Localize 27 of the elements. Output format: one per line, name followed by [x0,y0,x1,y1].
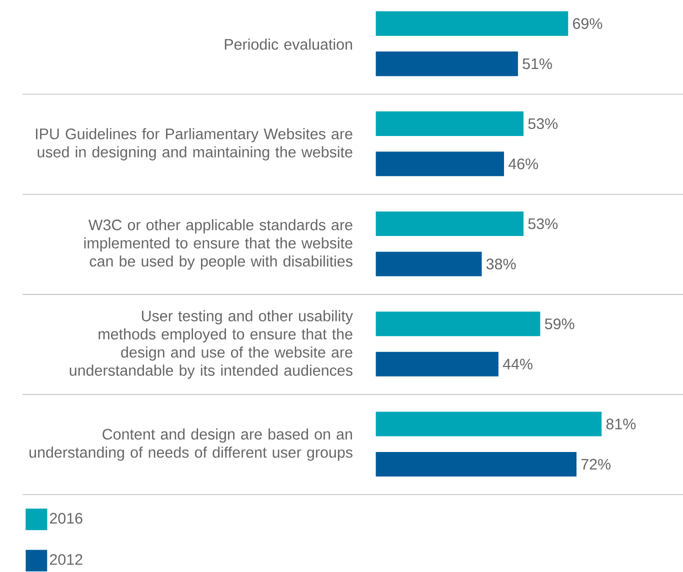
data-label: 53% [528,218,558,230]
legend-label: 2012 [50,554,82,565]
bar [376,412,602,436]
y-tick-label: Periodic evaluation [224,38,352,50]
data-label: 51% [522,58,552,70]
bar [376,452,576,476]
data-label: 44% [502,358,532,370]
data-label: 81% [606,418,636,430]
bar [376,252,482,276]
y-tick-label: Content and design are based on an understanding of needs of different user groups [30,428,352,461]
data-label: 59% [544,318,574,330]
bar [376,211,524,236]
legend-label: 2016 [50,512,82,524]
data-label: 69% [573,18,602,29]
y-tick-label: IPU Guidelines for Parliamentary Websites are used in designing and maintaining the website [36,128,352,160]
bar [376,352,498,376]
data-label: 53% [528,118,558,129]
y-tick-label: User testing and other usability methods employed to ensure that the design and use of the website are understandable by its intended audiences [70,310,353,379]
bar [376,51,518,76]
bar [376,111,524,136]
bar [376,11,568,36]
data-label: 46% [508,158,538,170]
bar [376,152,504,176]
data-label: 72% [581,458,611,470]
bar [376,312,540,336]
data-label: 38% [486,258,516,270]
y-tick-label: W3C or other applicable standards are implemented to ensure that the website can be used by people with disabilities [84,219,352,270]
